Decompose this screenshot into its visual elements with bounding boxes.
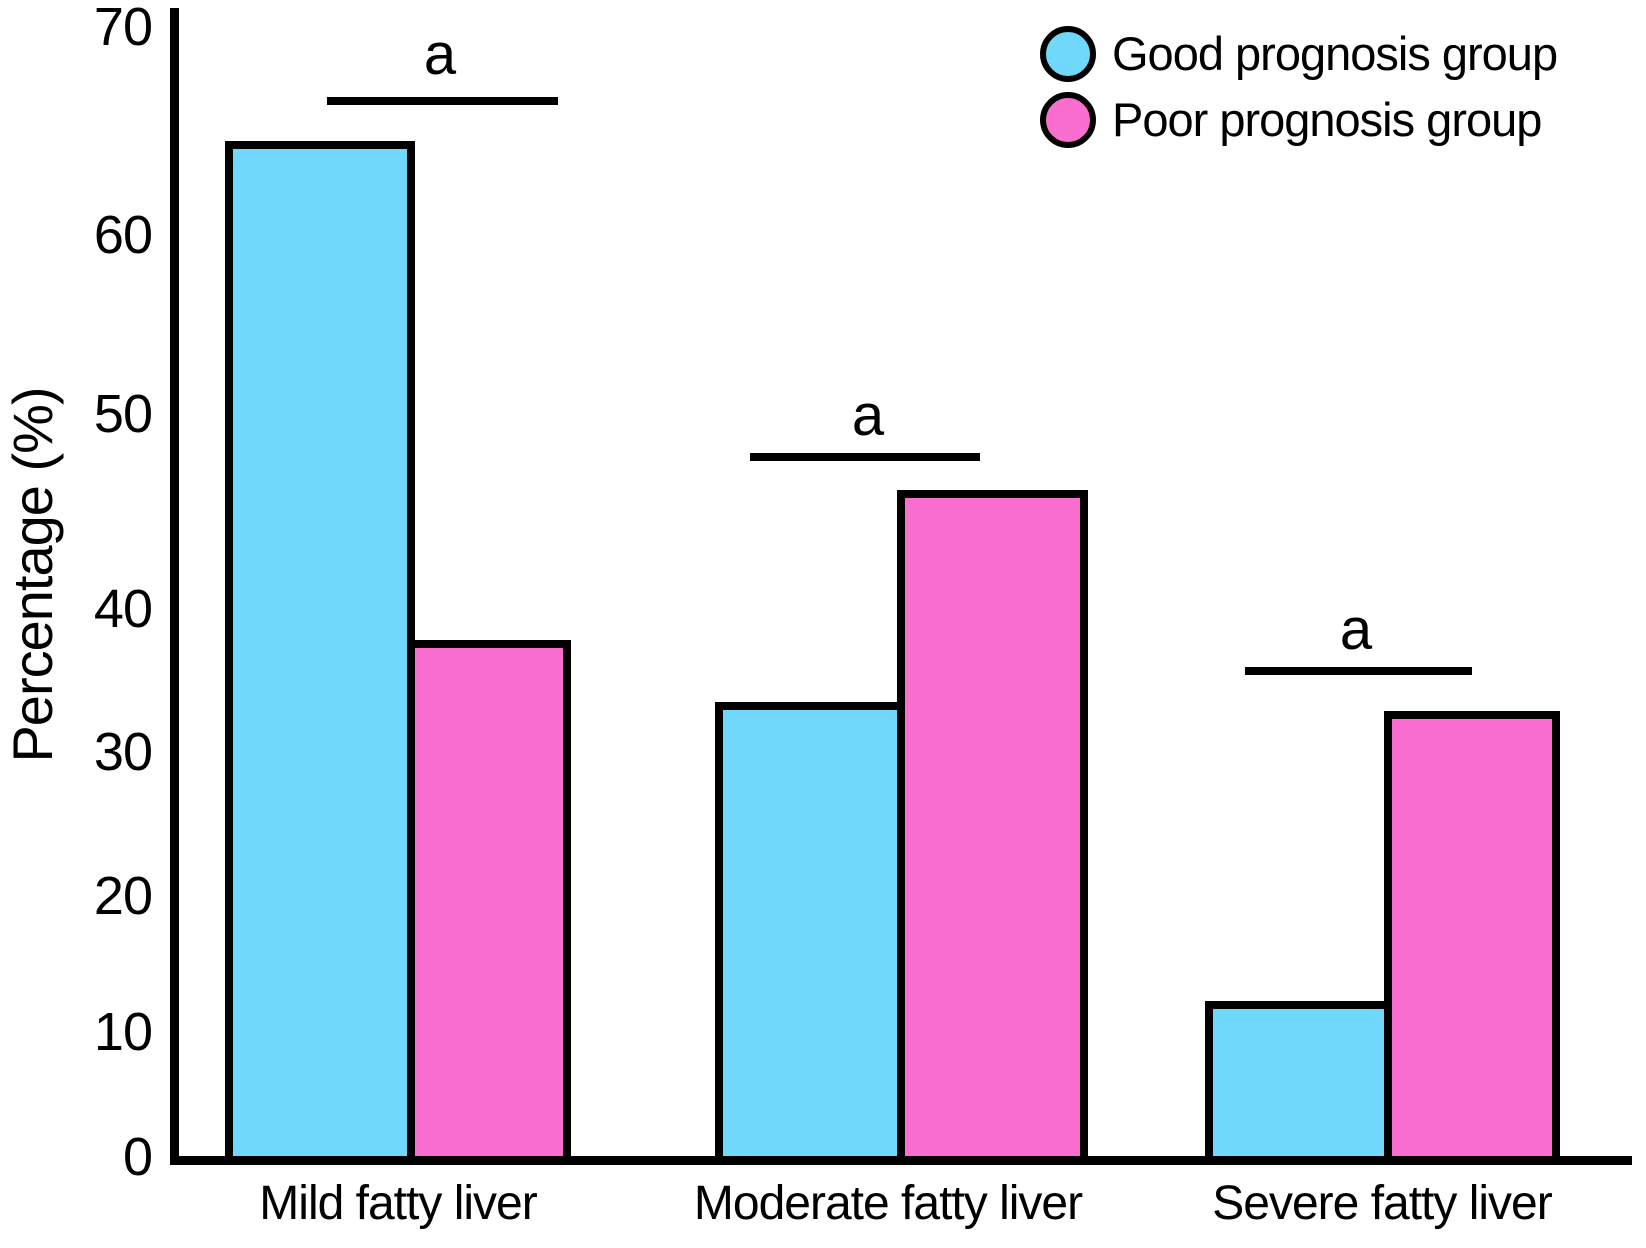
y-tick-label-30: 30 [93,722,153,782]
y-tick-label-60: 60 [93,205,153,265]
x-category-label-mild-fatty-liver: Mild fatty liver [259,1177,537,1230]
bar-mild-fatty-liver-good-prognosis-group [225,141,415,1160]
legend-item-good-prognosis: Good prognosis group [1040,26,1558,82]
bar-severe-fatty-liver-poor-prognosis-group [1384,711,1560,1160]
x-axis-line [170,1156,1632,1165]
significance-label-severe-fatty-liver: a [1339,597,1373,662]
legend-item-poor-prognosis: Poor prognosis group [1040,92,1557,148]
significance-label-moderate-fatty-liver: a [851,383,885,448]
bar-mild-fatty-liver-poor-prognosis-group [407,640,571,1160]
x-category-label-moderate-fatty-liver: Moderate fatty liver [693,1177,1083,1230]
significance-line-mild-fatty-liver [327,97,558,105]
bar-severe-fatty-liver-good-prognosis-group [1205,1001,1392,1160]
y-tick-label-50: 50 [93,384,153,444]
y-tick-label-70: 70 [93,0,153,57]
y-tick-label-20: 20 [93,866,153,926]
significance-line-severe-fatty-liver [1245,667,1472,675]
legend-label-good-prognosis: Good prognosis group [1112,27,1558,80]
bar-moderate-fatty-liver-good-prognosis-group [715,702,905,1160]
legend: Good prognosis group Poor prognosis grou… [1040,26,1558,160]
bar-moderate-fatty-liver-poor-prognosis-group [897,490,1088,1160]
good-prognosis-swatch-icon [1040,26,1096,82]
y-tick-label-10: 10 [93,1002,153,1062]
y-tick-label-0: 0 [122,1127,153,1187]
y-axis-title: Percentage (%) [1,387,64,763]
significance-label-mild-fatty-liver: a [423,22,457,87]
significance-line-moderate-fatty-liver [750,453,980,461]
poor-prognosis-swatch-icon [1040,92,1096,148]
x-category-label-severe-fatty-liver: Severe fatty liver [1212,1177,1552,1230]
y-tick-label-40: 40 [93,579,153,639]
legend-label-poor-prognosis: Poor prognosis group [1112,93,1542,146]
y-axis-line [170,8,179,1165]
